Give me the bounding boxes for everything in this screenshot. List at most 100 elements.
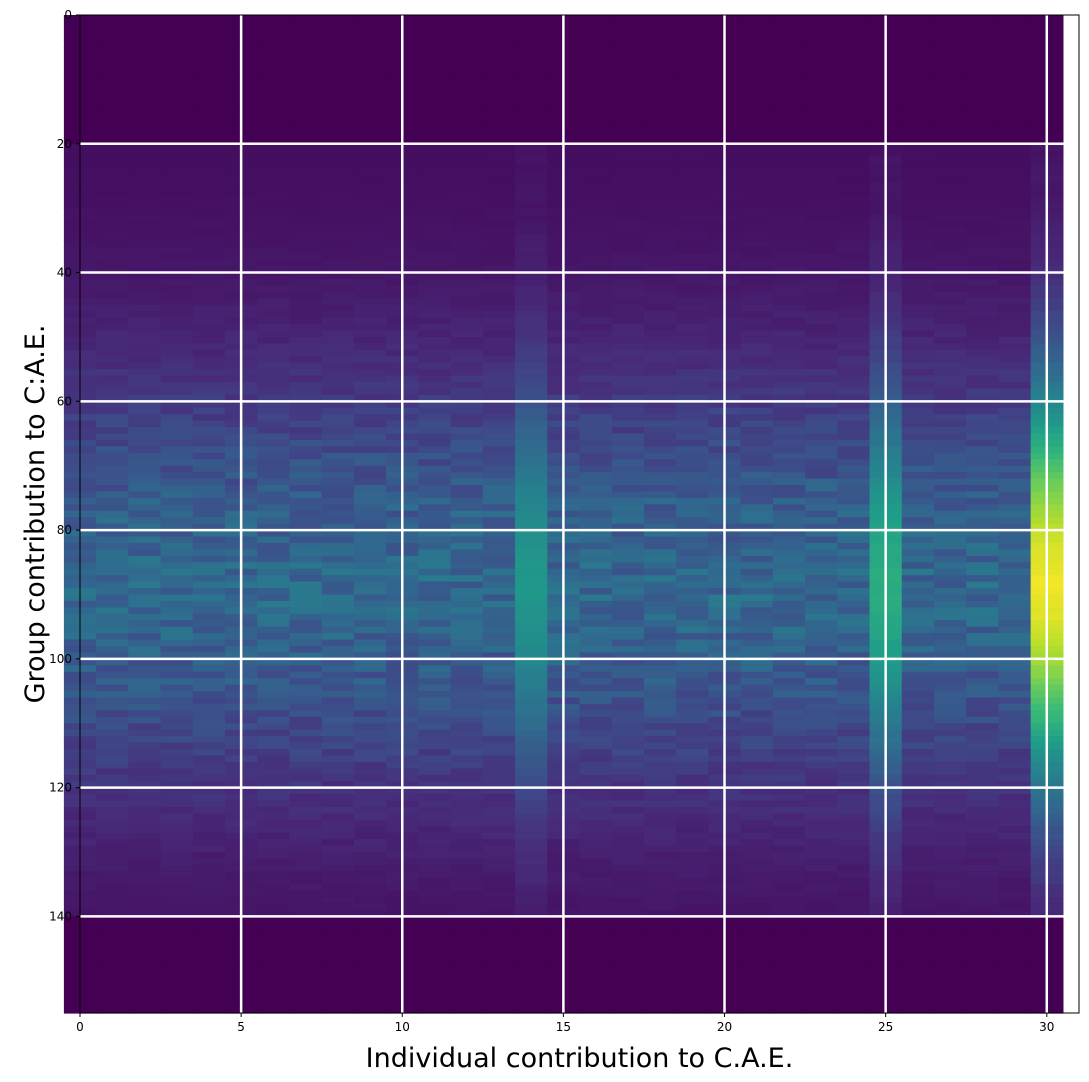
heatmap-cell [515, 806, 548, 814]
heatmap-cell [933, 723, 967, 731]
heatmap-cell [966, 607, 1000, 615]
heatmap-cell [353, 72, 387, 80]
heatmap-cell [289, 369, 323, 377]
heatmap-cell [998, 600, 1032, 608]
heatmap-cell [772, 240, 806, 248]
heatmap-cell [192, 967, 226, 975]
heatmap-cell [160, 317, 194, 325]
heatmap-cell [289, 362, 323, 370]
heatmap-cell [611, 336, 645, 344]
heatmap-cell [96, 955, 129, 963]
heatmap-cell [933, 987, 967, 995]
heatmap-cell [676, 729, 710, 737]
heatmap-cell [643, 697, 677, 705]
heatmap-cell [96, 871, 129, 879]
heatmap-cell [289, 111, 323, 119]
heatmap-cell [805, 60, 838, 68]
heatmap-cell [579, 800, 613, 808]
heatmap-cell [740, 909, 774, 918]
heatmap-cell [450, 884, 484, 892]
heatmap-cell [450, 53, 484, 61]
heatmap-cell [740, 427, 774, 435]
heatmap-cell [579, 15, 613, 23]
heatmap-cell [998, 343, 1032, 351]
heatmap-cell [515, 922, 548, 930]
heatmap-cell [289, 530, 323, 538]
heatmap-cell [450, 214, 484, 222]
heatmap-cell [772, 710, 806, 718]
heatmap-cell [643, 407, 677, 415]
heatmap-cell [611, 240, 645, 248]
heatmap-cell [579, 208, 613, 216]
heatmap-cell [579, 362, 613, 370]
heatmap-cell [289, 92, 323, 100]
heatmap-cell [418, 884, 452, 892]
heatmap-cell [450, 427, 484, 435]
heatmap-cell [643, 53, 677, 61]
heatmap-cell [643, 21, 677, 29]
heatmap-cell [966, 794, 1000, 802]
heatmap-cell [160, 401, 194, 409]
heatmap-cell [579, 169, 613, 177]
heatmap-cell [676, 987, 710, 995]
heatmap-cell [289, 497, 323, 505]
heatmap-cell [643, 175, 677, 184]
heatmap-cell [966, 485, 1000, 493]
heatmap-cell [933, 188, 967, 196]
heatmap-cell [901, 800, 935, 808]
heatmap-cell [289, 240, 323, 248]
heatmap-cell [998, 729, 1032, 737]
heatmap-cell [321, 678, 355, 686]
heatmap-cell [289, 517, 323, 525]
heatmap-cell [353, 53, 387, 61]
heatmap-cell [257, 169, 291, 177]
heatmap-cell [515, 317, 548, 325]
heatmap-cell [998, 929, 1032, 937]
heatmap-cell [418, 343, 452, 351]
heatmap-cell [289, 955, 323, 963]
heatmap-cell [192, 221, 226, 229]
heatmap-cell [933, 658, 967, 666]
heatmap-cell [353, 691, 387, 699]
heatmap-cell [257, 459, 291, 467]
heatmap-cell [450, 639, 484, 647]
heatmap-cell [289, 253, 323, 261]
heatmap-cell [321, 253, 355, 261]
heatmap-cell [676, 858, 710, 866]
heatmap-cell [643, 130, 677, 138]
heatmap-cell [933, 137, 967, 145]
heatmap-cell [128, 897, 162, 905]
heatmap-cell [579, 510, 613, 518]
heatmap-cell [998, 214, 1032, 222]
heatmap-cell [901, 214, 935, 222]
heatmap-cell [128, 922, 162, 930]
heatmap-cell [643, 253, 677, 261]
heatmap-cell [676, 53, 710, 61]
heatmap-cell [772, 819, 806, 827]
heatmap-cell [837, 253, 871, 261]
heatmap-cell [321, 143, 355, 151]
heatmap-cell [482, 414, 516, 422]
heatmap-cell [160, 27, 194, 35]
heatmap-cell [257, 118, 291, 126]
heatmap-cell [128, 388, 162, 396]
heatmap-cell [805, 504, 838, 512]
heatmap-cell [643, 272, 677, 280]
heatmap-cell [998, 948, 1032, 956]
heatmap-cell [611, 639, 645, 647]
heatmap-cell [321, 858, 355, 866]
heatmap-cell [611, 15, 645, 23]
heatmap-cell [579, 620, 613, 628]
heatmap-cell [321, 66, 355, 74]
heatmap-cell [192, 156, 226, 164]
heatmap-cell [933, 652, 967, 660]
heatmap-cell [482, 111, 516, 119]
heatmap-cell [450, 336, 484, 344]
heatmap-cell [418, 639, 452, 647]
heatmap-cell [611, 407, 645, 415]
heatmap-cell [353, 246, 387, 254]
heatmap-cell [611, 897, 645, 905]
heatmap-cell [740, 922, 774, 930]
heatmap-cell [579, 130, 613, 138]
heatmap-cell [482, 555, 516, 563]
